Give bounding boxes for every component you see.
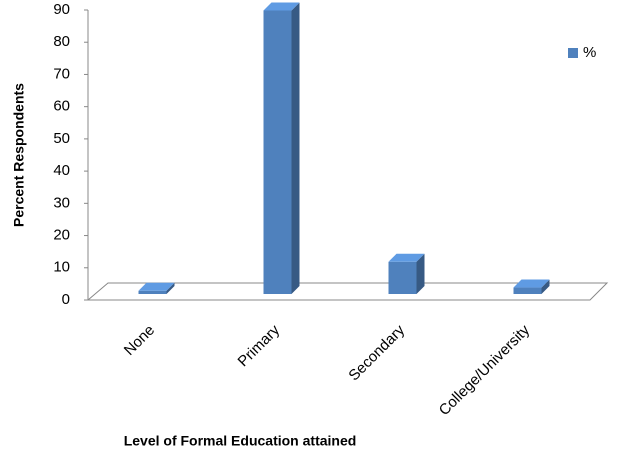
y-tick-label: 40 [53, 162, 70, 179]
y-tick-label: 80 [53, 33, 70, 50]
bar-top [138, 282, 175, 291]
bar-top [388, 253, 425, 262]
x-axis-title: Level of Formal Education attained [124, 433, 357, 449]
y-tick-label: 70 [53, 65, 70, 82]
y-tick-label: 30 [53, 194, 70, 211]
floor [86, 282, 609, 301]
y-tick-label: 20 [53, 227, 70, 244]
y-tick-label: 0 [62, 291, 70, 308]
bar-front [138, 290, 167, 294]
legend-swatch [568, 48, 578, 58]
x-tick-label: Primary [235, 321, 284, 370]
y-tick-label: 90 [53, 1, 70, 18]
y-tick-label: 10 [53, 259, 70, 276]
y-tick-label: 60 [53, 98, 70, 115]
bar-side [291, 2, 300, 294]
bar-front [263, 10, 292, 294]
bar-top [513, 279, 550, 288]
bar-side [416, 253, 425, 294]
legend-label: % [583, 44, 596, 61]
x-tick-label: None [121, 322, 158, 359]
bar-front [388, 261, 417, 294]
x-tick-label: College/University [436, 321, 534, 419]
bar-front [513, 287, 542, 294]
bar-side [541, 279, 550, 294]
x-tick-label: Secondary [345, 321, 408, 384]
y-tick-label: 50 [53, 130, 70, 147]
y-axis-title: Percent Respondents [11, 83, 27, 227]
bar-top [263, 2, 300, 11]
bar-side [166, 282, 175, 294]
